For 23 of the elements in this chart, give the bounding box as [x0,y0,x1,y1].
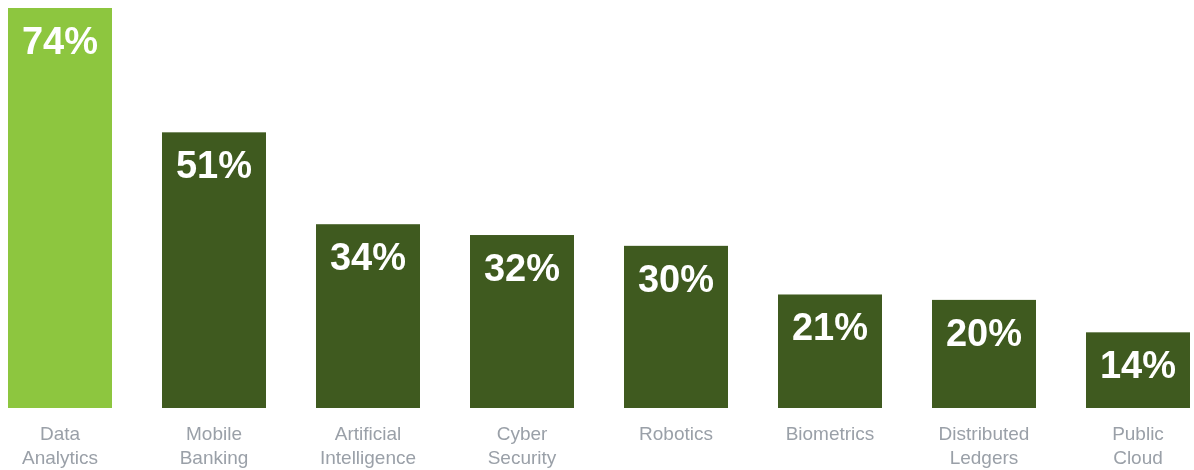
x-tick-label: Artificial Intelligence [319,423,417,468]
data-label: 51% [175,144,253,187]
data-label: 20% [945,311,1023,354]
data-label: 30% [637,257,715,300]
bar [932,299,1036,408]
data-label: 34% [329,236,407,279]
x-tick-label: Biometrics [785,423,875,444]
bar [624,245,728,408]
data-label: 32% [483,247,561,290]
bar [162,132,266,408]
data-label: 14% [1099,344,1177,387]
x-tick-label: Data Analytics [21,423,99,468]
x-tick-label: Public Cloud [1112,423,1164,468]
bar [778,294,882,408]
x-tick-label: Robotics [639,423,713,444]
bar [316,224,420,408]
data-label: 21% [791,306,869,349]
x-tick-label: Distributed Ledgers [938,423,1030,468]
x-tick-label: Cyber Security [487,423,557,468]
x-tick-label: Mobile Banking [179,423,249,468]
bar [470,235,574,408]
data-label: 74% [21,20,99,62]
bar [8,8,112,408]
